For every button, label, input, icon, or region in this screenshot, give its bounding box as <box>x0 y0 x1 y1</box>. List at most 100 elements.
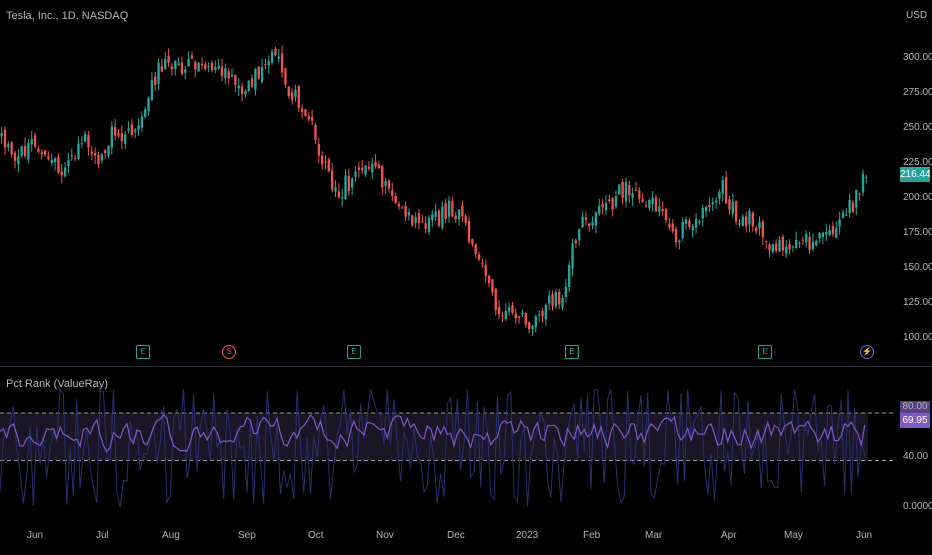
candle-body <box>351 178 354 188</box>
candle-body <box>584 217 588 220</box>
candle-body <box>551 294 554 307</box>
pane-divider[interactable] <box>0 366 932 367</box>
candle-body <box>347 176 351 192</box>
candle-body <box>738 223 741 225</box>
candle-body <box>758 222 761 229</box>
candle-body <box>214 67 217 71</box>
earnings-icon[interactable]: E <box>565 345 579 359</box>
candle-body <box>414 217 417 224</box>
candle-body <box>785 246 788 254</box>
candle-body <box>708 204 711 207</box>
candle-body <box>578 229 581 241</box>
candle-body <box>848 199 851 214</box>
candle-body <box>471 239 474 245</box>
time-axis-label: May <box>784 530 803 541</box>
candle-body <box>441 206 444 228</box>
candle-body <box>598 205 601 214</box>
candle-body <box>795 239 798 249</box>
candle-body <box>778 239 781 252</box>
candle-body <box>204 64 207 70</box>
dividend-icon[interactable]: S <box>222 345 236 359</box>
candle-body <box>314 124 317 141</box>
candle-body <box>527 322 531 330</box>
candle-body <box>537 314 541 316</box>
indicator-line <box>0 413 866 453</box>
candle-body <box>177 63 180 66</box>
time-axis-label: Oct <box>308 530 324 541</box>
time-axis-label: Nov <box>376 530 394 541</box>
candle-body <box>591 222 594 226</box>
candle-body <box>474 244 477 255</box>
price-pane <box>0 45 868 336</box>
candle-body <box>40 152 43 155</box>
candle-body <box>818 233 821 239</box>
candle-body <box>721 179 724 194</box>
candle-body <box>10 142 13 155</box>
candle-body <box>564 286 568 297</box>
indicator-legend[interactable]: Pct Rank (ValueRay) <box>6 378 108 390</box>
symbol-legend[interactable]: Tesla, Inc., 1D, NASDAQ <box>6 10 129 22</box>
candle-body <box>224 68 227 79</box>
candle-body <box>364 165 367 175</box>
candle-body <box>30 139 33 145</box>
price-axis-tick: 300.00 <box>903 52 932 63</box>
candle-body <box>771 244 775 253</box>
candle-body <box>3 129 7 148</box>
candle-body <box>324 161 327 163</box>
candle-body <box>67 160 70 166</box>
candle-body <box>601 204 604 208</box>
split-icon[interactable]: ⚡ <box>860 345 874 359</box>
candle-body <box>661 208 664 212</box>
candle-body <box>658 206 661 212</box>
candle-body <box>170 66 174 70</box>
candle-body <box>464 216 467 223</box>
candle-body <box>574 240 578 244</box>
earnings-icon[interactable]: E <box>758 345 772 359</box>
candle-body <box>194 61 197 70</box>
candle-body <box>751 212 754 227</box>
candle-body <box>451 200 454 217</box>
indicator-pane <box>0 387 895 508</box>
candle-body <box>858 193 861 195</box>
candle-body <box>741 216 744 226</box>
candle-body <box>297 85 300 108</box>
time-axis-label: Jul <box>96 530 109 541</box>
price-axis-tick: 225.00 <box>903 157 932 168</box>
candle-body <box>103 150 107 154</box>
candle-body <box>678 240 681 243</box>
candle-body <box>734 201 738 222</box>
earnings-icon[interactable]: E <box>347 345 361 359</box>
candle-body <box>310 116 314 121</box>
candle-body <box>374 162 377 167</box>
candle-body <box>300 108 304 113</box>
candle-body <box>447 200 451 217</box>
price-axis-tick: 175.00 <box>903 227 932 238</box>
time-axis-label: Jun <box>27 530 44 541</box>
candle-body <box>83 134 87 142</box>
candle-body <box>230 75 234 77</box>
candle-body <box>855 189 858 208</box>
candle-body <box>437 210 441 226</box>
candle-body <box>127 128 130 131</box>
time-axis-label: 2023 <box>516 530 539 541</box>
earnings-icon[interactable]: E <box>136 345 150 359</box>
candle-body <box>120 133 124 142</box>
candle-body <box>748 210 751 225</box>
price-axis-tick: 150.00 <box>903 262 932 273</box>
candle-body <box>694 219 698 228</box>
candle-body <box>180 62 184 75</box>
candle-body <box>524 312 527 325</box>
candle-body <box>664 209 668 221</box>
candle-body <box>775 243 778 251</box>
candle-body <box>80 143 83 145</box>
candle-body <box>501 315 504 317</box>
candle-body <box>130 124 134 136</box>
candle-body <box>70 155 73 157</box>
candle-body <box>604 203 608 211</box>
candle-body <box>13 152 17 161</box>
candle-body <box>361 167 364 171</box>
candle-body <box>134 129 137 132</box>
candle-body <box>461 205 464 217</box>
